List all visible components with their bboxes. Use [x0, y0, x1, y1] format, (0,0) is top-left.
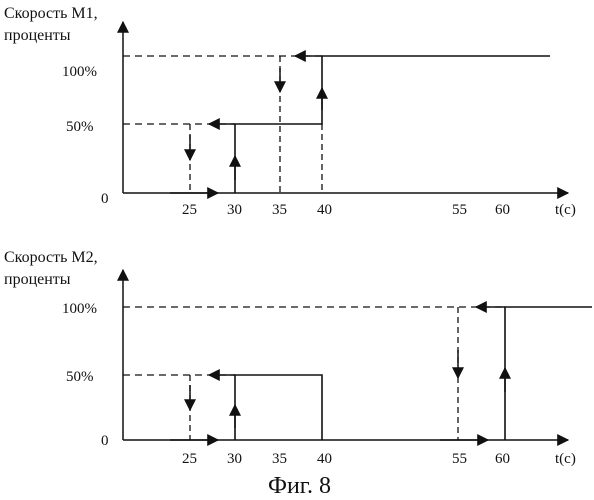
panel1-ylabel-line1: Скорость М1, [4, 5, 98, 22]
panel1-xtick-30: 30 [227, 202, 242, 218]
panel2-xlabel: t(с) [555, 451, 576, 467]
panel2-y0-label: 0 [101, 433, 109, 449]
panel1-y100-label: 100% [62, 64, 97, 80]
panel2-ylabel-line2: проценты [4, 271, 71, 288]
panel2-xtick-35: 35 [272, 451, 287, 467]
panel1-y50-label: 50% [66, 119, 94, 135]
panel1-xtick-25: 25 [182, 202, 197, 218]
panel2-ylabel-line1: Скорость М2, [4, 249, 98, 266]
panel2-xtick-60: 60 [495, 451, 510, 467]
panel2-xtick-30: 30 [227, 451, 242, 467]
panel2-speed-pulse [235, 375, 322, 440]
panel-m1: Скорость М1, проценты 100% 50% 0 25 30 3… [4, 5, 576, 218]
panel2-y100-label: 100% [62, 301, 97, 317]
panel-m2: Скорость М2, проценты 100% 50% 0 25 30 3… [4, 249, 592, 467]
panel1-speed-trace [235, 56, 550, 193]
panel2-xtick-40: 40 [317, 451, 332, 467]
panel1-xlabel: t(с) [555, 202, 576, 218]
panel2-xtick-25: 25 [182, 451, 197, 467]
panel1-y0-label: 0 [101, 191, 109, 207]
panel1-xtick-55: 55 [452, 202, 467, 218]
panel1-ylabel-line2: проценты [4, 27, 71, 44]
panel2-speed-step [505, 307, 592, 440]
panel2-y50-label: 50% [66, 369, 94, 385]
panel1-xtick-35: 35 [272, 202, 287, 218]
figure-caption: Фиг. 8 [268, 473, 331, 499]
panel1-xtick-60: 60 [495, 202, 510, 218]
panel2-xtick-55: 55 [452, 451, 467, 467]
panel1-xtick-40: 40 [317, 202, 332, 218]
